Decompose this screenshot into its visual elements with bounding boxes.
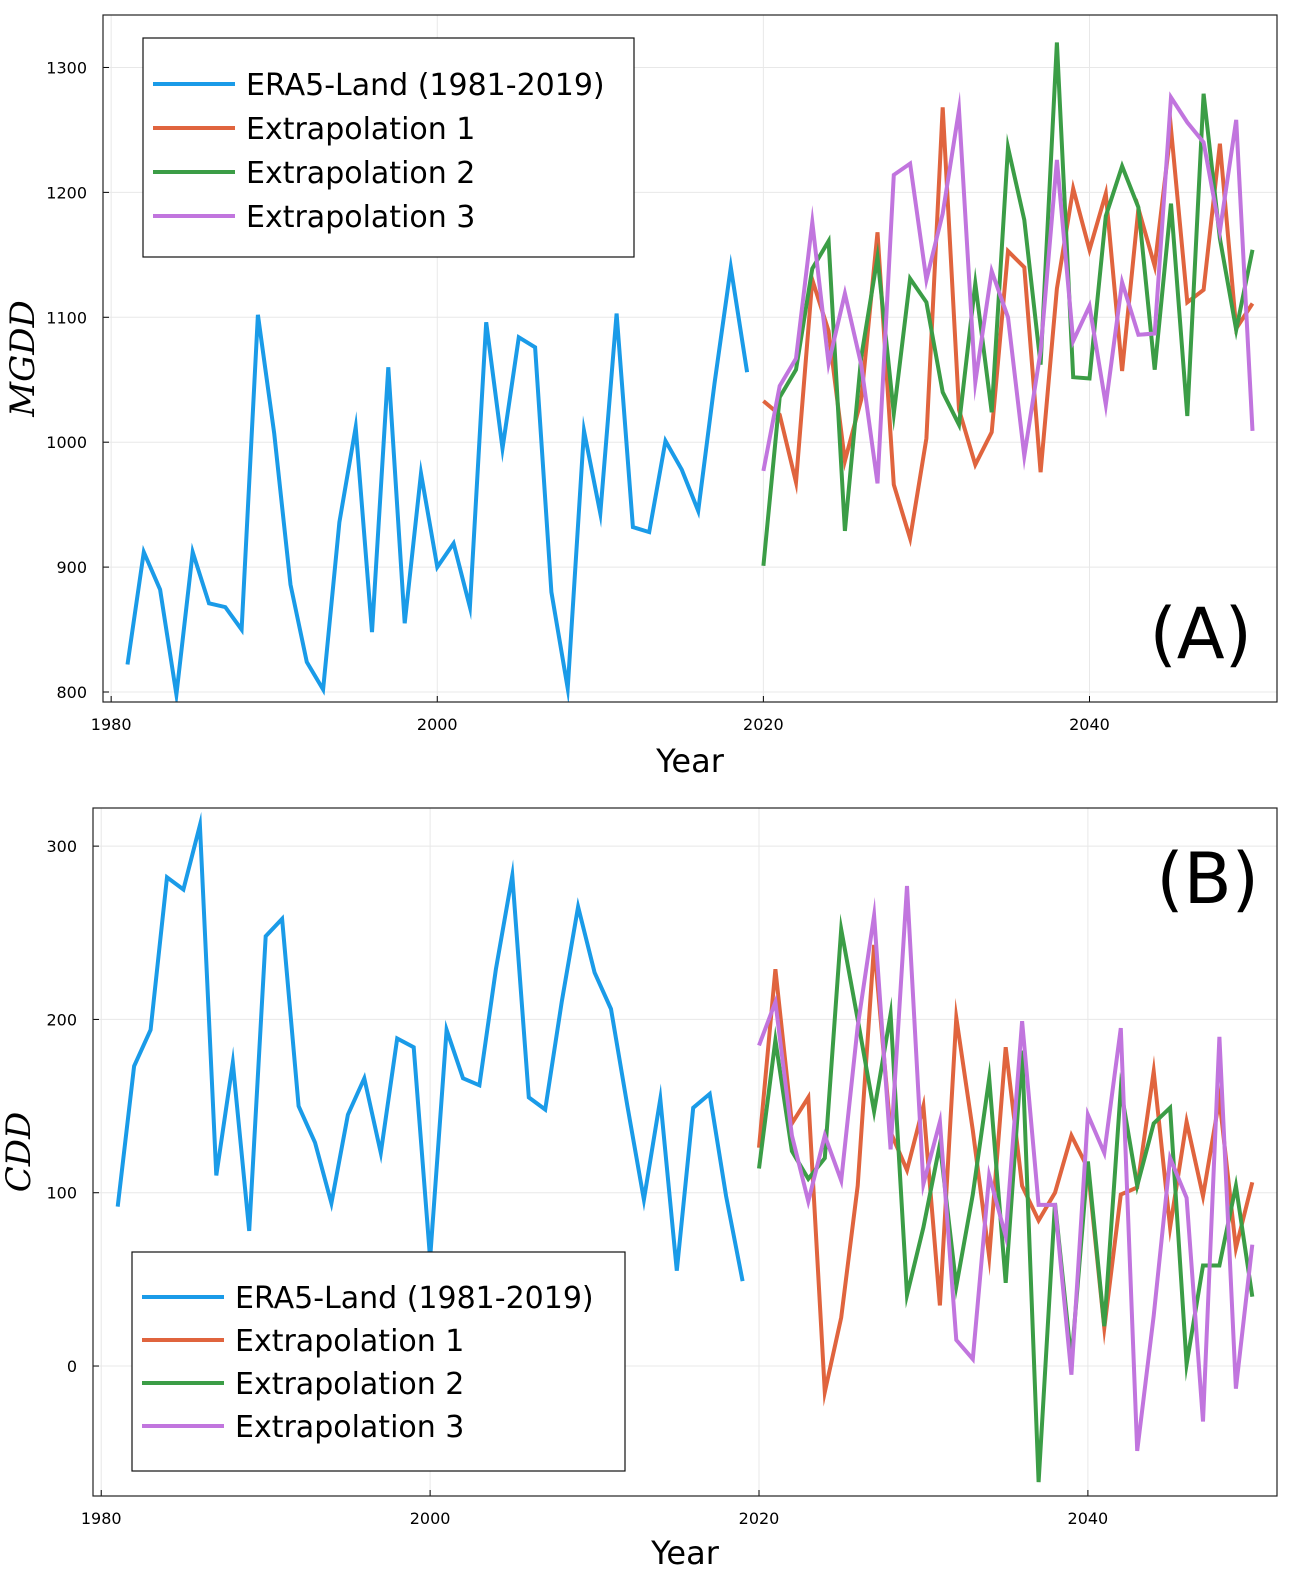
legend-box xyxy=(142,37,635,258)
legend-label: Extrapolation 1 xyxy=(246,112,475,147)
y-tick-label: 900 xyxy=(56,558,87,577)
y-tick-label: 200 xyxy=(46,1010,77,1029)
plot-frame xyxy=(92,807,1278,1497)
x-axis-label: Year xyxy=(655,742,725,780)
series-line-era5 xyxy=(125,253,750,702)
legend: ERA5-Land (1981-2019) Extrapolation 1 Extr… xyxy=(142,37,635,258)
x-tick-label: 2020 xyxy=(739,1509,780,1528)
x-tick-label: 2000 xyxy=(417,715,458,734)
legend-label: Extrapolation 2 xyxy=(235,1367,464,1402)
legend-label: Extrapolation 1 xyxy=(235,1324,464,1359)
series-line-extrapolation-2 xyxy=(761,42,1255,566)
series-group xyxy=(125,42,1255,702)
series-line-extrapolation-1 xyxy=(762,107,1255,548)
x-axis-label: Year xyxy=(650,1534,720,1571)
y-tick-label: 1100 xyxy=(46,308,87,327)
y-tick-label: 1000 xyxy=(46,433,87,452)
legend-label: Extrapolation 3 xyxy=(235,1410,464,1445)
x-tick-label: 1980 xyxy=(81,1509,122,1528)
series-line-extrapolation-3 xyxy=(761,91,1255,484)
legend-label: ERA5-Land (1981-2019) xyxy=(235,1281,594,1316)
x-tick-label: 1980 xyxy=(91,715,132,734)
y-axis-label: MGDD xyxy=(3,300,43,418)
series-line-extrapolation-2 xyxy=(757,913,1255,1483)
y-tick-label: 0 xyxy=(67,1357,77,1376)
legend-box xyxy=(131,1251,626,1472)
y-tick-label: 300 xyxy=(46,837,77,856)
chart-panel-b: 1980 2000 2020 2040 0 100 200 300 Year CDD ERA5-La… xyxy=(0,807,1278,1571)
y-tick-label: 100 xyxy=(46,1184,77,1203)
x-tick-label: 2040 xyxy=(1068,1509,1109,1528)
legend-label: Extrapolation 2 xyxy=(246,156,475,191)
legend: ERA5-Land (1981-2019) Extrapolation 1 Extr… xyxy=(131,1251,626,1472)
y-tick-label: 1300 xyxy=(46,58,87,77)
series-group xyxy=(115,811,1255,1483)
panel-label: (B) xyxy=(1156,838,1259,920)
x-tick-label: 2040 xyxy=(1069,715,1110,734)
x-tick-label: 2020 xyxy=(743,715,784,734)
chart-panel-a: 1980 2000 2020 2040 800 900 1000 1100 1200 1300 Ye… xyxy=(3,14,1278,780)
y-axis-label: CDD xyxy=(0,1112,39,1193)
x-tick-label: 2000 xyxy=(410,1509,451,1528)
legend-label: Extrapolation 3 xyxy=(246,200,475,235)
series-line-extrapolation-1 xyxy=(757,944,1255,1407)
y-tick-label: 800 xyxy=(56,683,87,702)
y-tick-label: 1200 xyxy=(46,183,87,202)
panel-label: (A) xyxy=(1149,593,1252,675)
series-line-extrapolation-3 xyxy=(757,885,1255,1452)
legend-label: ERA5-Land (1981-2019) xyxy=(246,68,605,103)
plot-frame xyxy=(102,14,1278,703)
